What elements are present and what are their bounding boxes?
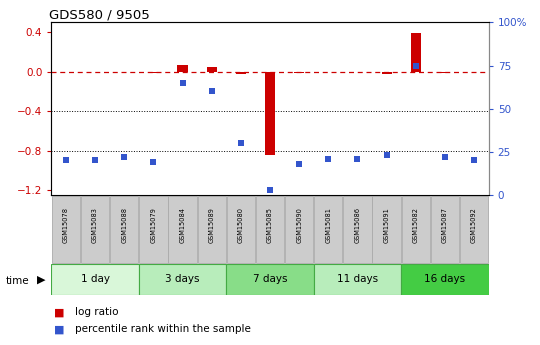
Bar: [440, 72, 450, 73]
Text: GSM15085: GSM15085: [267, 207, 273, 243]
Bar: [402, 196, 430, 263]
Text: 11 days: 11 days: [337, 275, 378, 284]
Text: GSM15091: GSM15091: [383, 207, 390, 243]
Bar: [198, 196, 226, 263]
Text: GSM15079: GSM15079: [150, 207, 157, 243]
Bar: [265, 72, 275, 156]
Bar: [226, 264, 314, 295]
Text: 1 day: 1 day: [80, 275, 110, 284]
Bar: [52, 196, 80, 263]
Text: GSM15080: GSM15080: [238, 207, 244, 243]
Bar: [460, 196, 488, 263]
Text: GSM15088: GSM15088: [121, 207, 127, 243]
Bar: [314, 196, 342, 263]
Text: GSM15083: GSM15083: [92, 207, 98, 243]
Text: ■: ■: [54, 307, 64, 317]
Text: log ratio: log ratio: [75, 307, 118, 317]
Text: GSM15087: GSM15087: [442, 207, 448, 243]
Text: GSM15082: GSM15082: [413, 207, 419, 243]
Bar: [178, 65, 187, 72]
Bar: [294, 72, 304, 73]
Text: 3 days: 3 days: [165, 275, 200, 284]
Bar: [373, 196, 401, 263]
Bar: [51, 264, 139, 295]
Bar: [227, 196, 255, 263]
Text: 16 days: 16 days: [424, 275, 465, 284]
Text: 7 days: 7 days: [253, 275, 287, 284]
Bar: [314, 264, 401, 295]
Bar: [207, 67, 217, 72]
Bar: [139, 196, 167, 263]
Bar: [382, 72, 392, 74]
Text: ■: ■: [54, 325, 64, 334]
Bar: [256, 196, 284, 263]
Bar: [285, 196, 313, 263]
Bar: [110, 196, 138, 263]
Text: time: time: [5, 276, 29, 286]
Text: ▶: ▶: [37, 275, 45, 284]
Text: GSM15089: GSM15089: [208, 207, 215, 243]
Text: GSM15084: GSM15084: [179, 207, 186, 243]
Bar: [431, 196, 459, 263]
Text: percentile rank within the sample: percentile rank within the sample: [75, 325, 251, 334]
Text: GSM15078: GSM15078: [63, 207, 69, 243]
Bar: [139, 264, 226, 295]
Bar: [236, 72, 246, 74]
Text: GDS580 / 9505: GDS580 / 9505: [49, 8, 150, 21]
Bar: [148, 72, 158, 73]
Text: GSM15090: GSM15090: [296, 207, 302, 243]
Bar: [401, 264, 489, 295]
Text: GSM15081: GSM15081: [325, 207, 332, 243]
Bar: [168, 196, 197, 263]
Bar: [411, 33, 421, 72]
Text: GSM15086: GSM15086: [354, 207, 361, 243]
Bar: [343, 196, 372, 263]
Bar: [81, 196, 109, 263]
Text: GSM15092: GSM15092: [471, 207, 477, 243]
